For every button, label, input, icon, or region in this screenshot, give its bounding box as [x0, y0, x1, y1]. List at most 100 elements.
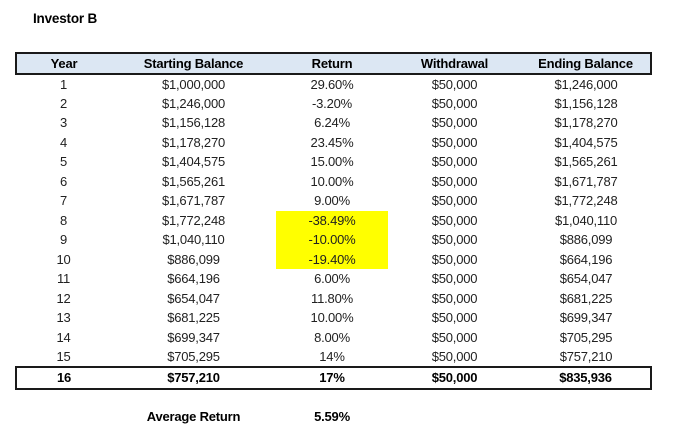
table-row: 16 $757,210 17% $50,000 $835,936	[15, 365, 652, 390]
cell-withdrawal: $50,000	[388, 365, 521, 390]
cell-starting-balance: $1,246,000	[161, 95, 226, 111]
cell-year: 16	[15, 365, 111, 390]
table-row: 8 $1,772,248 -38.49% $50,000 $1,040,110	[16, 210, 651, 230]
cell-return: 23.45%	[310, 134, 354, 150]
cell-withdrawal: $50,000	[431, 95, 478, 111]
cell-year: 14	[56, 329, 71, 345]
cell-ending-balance: $835,936	[521, 365, 652, 390]
table-row: 1 $1,000,000 29.60% $50,000 $1,246,000	[16, 74, 651, 94]
empty-cell	[521, 406, 651, 427]
cell-starting-balance: $886,099	[167, 251, 220, 267]
cell-ending-balance: $1,040,110	[554, 212, 618, 228]
empty-cell	[388, 406, 521, 427]
cell-starting-balance: $681,225	[167, 310, 220, 326]
cell-ending-balance: $1,671,787	[554, 173, 618, 189]
cell-year: 13	[56, 310, 71, 326]
table-row: 13 $681,225 10.00% $50,000 $699,347	[16, 308, 651, 328]
header-starting-balance: Starting Balance	[111, 52, 276, 75]
header-ending-balance: Ending Balance	[521, 52, 652, 75]
cell-year: 9	[59, 232, 68, 248]
investor-table: Year Starting Balance Return Withdrawal …	[15, 52, 652, 427]
cell-withdrawal: $50,000	[431, 154, 478, 170]
table-row: 6 $1,565,261 10.00% $50,000 $1,671,787	[16, 172, 651, 192]
cell-year: 10	[56, 251, 71, 267]
cell-year: 1	[59, 76, 68, 92]
cell-return: -3.20%	[312, 95, 352, 111]
average-return-row: Average Return 5.59%	[16, 406, 651, 427]
cell-ending-balance: $705,295	[559, 329, 613, 345]
cell-year: 5	[59, 154, 68, 170]
cell-return: -38.49%	[276, 210, 388, 230]
table-row: 12 $654,047 11.80% $50,000 $681,225	[16, 289, 651, 309]
header-return: Return	[276, 52, 388, 75]
cell-ending-balance: $886,099	[559, 232, 613, 248]
table-footer: Average Return 5.59%	[16, 389, 651, 427]
cell-return: -10.00%	[276, 230, 388, 250]
cell-year: 2	[59, 95, 68, 111]
table-row: 3 $1,156,128 6.24% $50,000 $1,178,270	[16, 113, 651, 133]
cell-ending-balance: $1,178,270	[554, 115, 618, 131]
cell-starting-balance: $664,196	[167, 271, 220, 287]
cell-withdrawal: $50,000	[431, 329, 478, 345]
average-return-label: Average Return	[146, 408, 241, 424]
cell-ending-balance: $1,404,575	[554, 134, 618, 150]
table-row: 15 $705,295 14% $50,000 $757,210	[16, 347, 651, 367]
cell-withdrawal: $50,000	[431, 193, 478, 209]
cell-return: 10.00%	[310, 173, 354, 189]
cell-return: 29.60%	[310, 76, 354, 92]
header-withdrawal: Withdrawal	[388, 52, 521, 75]
table-body: 1 $1,000,000 29.60% $50,000 $1,246,000 2…	[15, 74, 652, 390]
cell-withdrawal: $50,000	[431, 348, 478, 364]
cell-starting-balance: $1,156,128	[161, 115, 226, 131]
cell-year: 3	[59, 115, 68, 131]
header-row: Year Starting Balance Return Withdrawal …	[15, 52, 652, 75]
cell-return: 14%	[319, 348, 345, 364]
cell-year: 4	[59, 134, 68, 150]
table-row: 9 $1,040,110 -10.00% $50,000 $886,099	[16, 230, 651, 250]
cell-starting-balance: $1,000,000	[161, 76, 226, 92]
cell-return: -19.40%	[276, 249, 388, 269]
cell-starting-balance: $654,047	[167, 290, 220, 306]
cell-starting-balance: $705,295	[167, 348, 220, 364]
cell-starting-balance: $1,178,270	[161, 134, 226, 150]
table-row: 5 $1,404,575 15.00% $50,000 $1,565,261	[16, 152, 651, 172]
cell-withdrawal: $50,000	[431, 173, 478, 189]
page-title: Investor B	[33, 11, 98, 26]
table-row: 4 $1,178,270 23.45% $50,000 $1,404,575	[16, 133, 651, 153]
table-header: Year Starting Balance Return Withdrawal …	[15, 52, 652, 75]
cell-return: 17%	[276, 365, 388, 390]
cell-starting-balance: $1,040,110	[162, 232, 225, 248]
cell-return: 15.00%	[310, 154, 354, 170]
cell-year: 7	[59, 193, 68, 209]
cell-ending-balance: $664,196	[559, 251, 613, 267]
cell-year: 8	[59, 212, 68, 228]
cell-withdrawal: $50,000	[431, 115, 478, 131]
cell-withdrawal: $50,000	[431, 271, 478, 287]
cell-withdrawal: $50,000	[431, 232, 478, 248]
cell-ending-balance: $1,772,248	[554, 193, 618, 209]
table-row: 11 $664,196 6.00% $50,000 $654,047	[16, 269, 651, 289]
cell-ending-balance: $1,156,128	[554, 95, 618, 111]
table-row: 14 $699,347 8.00% $50,000 $705,295	[16, 328, 651, 348]
cell-withdrawal: $50,000	[431, 251, 478, 267]
cell-ending-balance: $1,565,261	[554, 154, 618, 170]
cell-ending-balance: $699,347	[559, 310, 613, 326]
cell-withdrawal: $50,000	[431, 76, 478, 92]
cell-starting-balance: $699,347	[167, 329, 220, 345]
cell-return: 9.00%	[314, 193, 350, 209]
cell-starting-balance: $1,565,261	[161, 173, 226, 189]
cell-ending-balance: $681,225	[559, 290, 613, 306]
cell-return: 8.00%	[314, 329, 350, 345]
cell-withdrawal: $50,000	[431, 290, 478, 306]
empty-cell	[16, 406, 111, 427]
cell-return: 6.24%	[314, 115, 350, 131]
cell-withdrawal: $50,000	[431, 310, 478, 326]
cell-withdrawal: $50,000	[431, 212, 478, 228]
cell-starting-balance: $1,772,248	[161, 212, 226, 228]
cell-ending-balance: $654,047	[559, 271, 613, 287]
spacer-row	[16, 389, 651, 406]
cell-ending-balance: $757,210	[559, 348, 613, 364]
cell-starting-balance: $1,671,787	[161, 193, 226, 209]
table-row: 7 $1,671,787 9.00% $50,000 $1,772,248	[16, 191, 651, 211]
